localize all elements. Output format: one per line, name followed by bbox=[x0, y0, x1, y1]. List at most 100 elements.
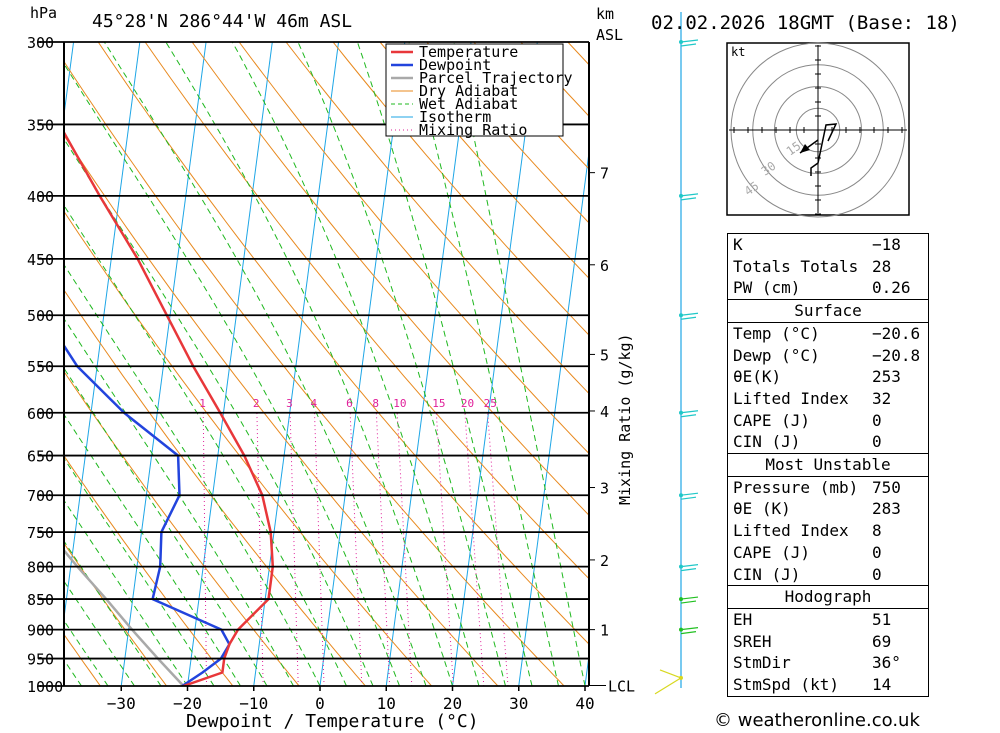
stat-label: K bbox=[733, 235, 743, 254]
stat-value: −20.6 bbox=[872, 323, 921, 343]
dry-adiabat-line bbox=[64, 289, 366, 686]
wet-adiabat-line bbox=[64, 540, 162, 686]
mixing-ratio-label-25: 25 bbox=[484, 397, 497, 410]
mixing-ratio-line bbox=[202, 412, 208, 686]
temp-tick--30: −30 bbox=[107, 694, 136, 713]
legend-dewpoint: Dewpoint bbox=[419, 56, 491, 74]
pressure-tick-550: 550 bbox=[27, 358, 54, 376]
temperature-line bbox=[64, 130, 275, 686]
stat-value: −20.8 bbox=[872, 345, 921, 365]
stat-label: CIN (J) bbox=[733, 564, 801, 584]
stat-value: 28 bbox=[872, 256, 892, 276]
stat-label: Lifted Index bbox=[733, 388, 849, 408]
legend-temperature: Temperature bbox=[419, 43, 518, 61]
stat-row: StmSpd (kt) 14 bbox=[728, 674, 928, 696]
credit-link[interactable]: © weatheronline.co.uk bbox=[714, 710, 920, 731]
stat-row: θE (K) 283 bbox=[728, 498, 928, 520]
isotherm-line bbox=[452, 42, 538, 686]
temp-tick-30: 30 bbox=[509, 694, 528, 713]
pressure-tick-500: 500 bbox=[27, 307, 54, 325]
hodograph-trace bbox=[810, 123, 838, 176]
isobars bbox=[38, 41, 589, 687]
km-unit-label: km bbox=[596, 5, 614, 23]
datetime-title: 02.02.2026 18GMT (Base: 18) bbox=[651, 12, 960, 34]
storm-motion-arrowhead bbox=[800, 144, 810, 153]
dry-adiabat-line bbox=[379, 42, 589, 280]
stat-value: 8 bbox=[872, 521, 882, 541]
stat-row-k: K −18 bbox=[728, 234, 928, 256]
stat-row: CIN (J) 0 bbox=[728, 564, 928, 586]
stat-label: EH bbox=[733, 609, 753, 629]
pressure-tick-400: 400 bbox=[27, 188, 54, 206]
hodo-ring-label-15: 15 bbox=[784, 139, 804, 159]
stat-row: CAPE (J) 0 bbox=[728, 410, 928, 432]
isotherm-line bbox=[0, 42, 7, 686]
mixing-ratio-label-2: 2 bbox=[253, 397, 260, 410]
stat-value: 0 bbox=[872, 564, 882, 584]
temp-tick-0: 0 bbox=[315, 694, 325, 713]
wind-barb bbox=[680, 312, 699, 320]
wind-barb bbox=[680, 564, 699, 572]
stat-row: SREH 69 bbox=[728, 631, 928, 653]
stat-label: CIN (J) bbox=[733, 432, 801, 452]
stat-value: 36° bbox=[872, 653, 901, 673]
stat-row: Temp (°C) −20.6 bbox=[728, 323, 928, 345]
wind-profile bbox=[654, 12, 699, 695]
axes: 1 2 3 4 6 8 10 15 20 2530035040045050055060065070… bbox=[27, 34, 635, 713]
stat-value: 51 bbox=[872, 609, 892, 629]
pressure-tick-950: 950 bbox=[27, 651, 54, 669]
hodo-unit-label: kt bbox=[731, 45, 745, 59]
stat-value: 32 bbox=[872, 388, 892, 408]
wet-adiabat-line bbox=[64, 580, 135, 686]
stat-label: θE (K) bbox=[733, 499, 791, 519]
temp-tick--10: −10 bbox=[239, 694, 268, 713]
stat-label: CAPE (J) bbox=[733, 410, 811, 430]
hodo-ring-label-45: 45 bbox=[742, 179, 762, 199]
asl-unit-label: ASL bbox=[596, 26, 623, 44]
pressure-tick-700: 700 bbox=[27, 487, 54, 505]
isotherm-line bbox=[385, 42, 472, 686]
km-tick-2: 2 bbox=[600, 552, 609, 570]
legend-isotherm: Isotherm bbox=[419, 108, 491, 126]
km-tick-6: 6 bbox=[600, 257, 609, 275]
stat-label: Dewp (°C) bbox=[733, 345, 820, 365]
hodograph bbox=[726, 42, 910, 218]
dry-adiabat-line bbox=[64, 455, 234, 686]
legend-dry-adiabat: Dry Adiabat bbox=[419, 82, 518, 100]
legend-wet-adiabat: Wet Adiabat bbox=[419, 95, 518, 113]
stat-row-totals: Totals Totals 28 bbox=[728, 256, 928, 278]
pressure-tick-350: 350 bbox=[27, 116, 54, 134]
temp-tick-20: 20 bbox=[443, 694, 462, 713]
mixing-ratio-line bbox=[464, 412, 485, 686]
pressure-unit-label: hPa bbox=[30, 4, 57, 22]
wind-barb bbox=[680, 39, 699, 47]
stat-value: 0 bbox=[872, 432, 882, 452]
stat-label: CAPE (J) bbox=[733, 542, 811, 562]
legend-box bbox=[385, 43, 564, 137]
stat-row: Dewp (°C) −20.8 bbox=[728, 345, 928, 367]
mixing-ratio-label-8: 8 bbox=[372, 397, 379, 410]
section-surface-title: Surface bbox=[728, 299, 928, 323]
stat-label: Totals Totals bbox=[733, 256, 859, 276]
isotherm-line bbox=[187, 42, 273, 686]
km-tick-3: 3 bbox=[600, 480, 609, 498]
parcel-trajectory-line bbox=[64, 548, 185, 686]
mixing-ratio-label-20: 20 bbox=[461, 397, 474, 410]
mixing-ratio-axis-label: Mixing Ratio (g/kg) bbox=[616, 333, 634, 505]
stat-row: CAPE (J) 0 bbox=[728, 542, 928, 564]
km-tick-1: 1 bbox=[600, 622, 609, 640]
pressure-tick-450: 450 bbox=[27, 251, 54, 269]
mixing-ratio-label-6: 6 bbox=[346, 397, 353, 410]
stat-value: 253 bbox=[872, 367, 901, 387]
lcl-label: LCL bbox=[608, 677, 635, 695]
stat-row: θE(K) 253 bbox=[728, 366, 928, 388]
km-tick-7: 7 bbox=[600, 165, 609, 183]
pressure-tick-1000: 1000 bbox=[27, 678, 63, 696]
mixing-ratio-label-4: 4 bbox=[310, 397, 317, 410]
stat-value: 750 bbox=[872, 477, 901, 497]
dry-adiabat-line bbox=[332, 42, 589, 336]
mixing-ratio-label-10: 10 bbox=[393, 397, 406, 410]
wind-barb bbox=[680, 596, 699, 604]
stat-row-pw: PW (cm) 0.26 bbox=[728, 277, 928, 299]
